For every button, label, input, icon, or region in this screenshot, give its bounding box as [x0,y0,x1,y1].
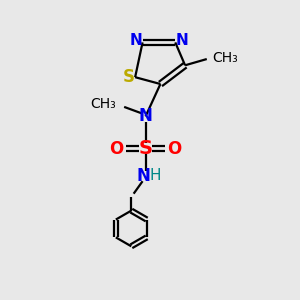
Text: N: N [139,107,152,125]
Text: O: O [110,140,124,158]
Text: N: N [176,33,188,48]
Text: N: N [136,167,150,185]
Text: CH₃: CH₃ [91,97,116,111]
Text: S: S [139,139,152,158]
Text: N: N [130,33,142,48]
Text: S: S [123,68,135,86]
Text: CH₃: CH₃ [212,51,238,65]
Text: H: H [149,168,161,183]
Text: O: O [167,140,182,158]
